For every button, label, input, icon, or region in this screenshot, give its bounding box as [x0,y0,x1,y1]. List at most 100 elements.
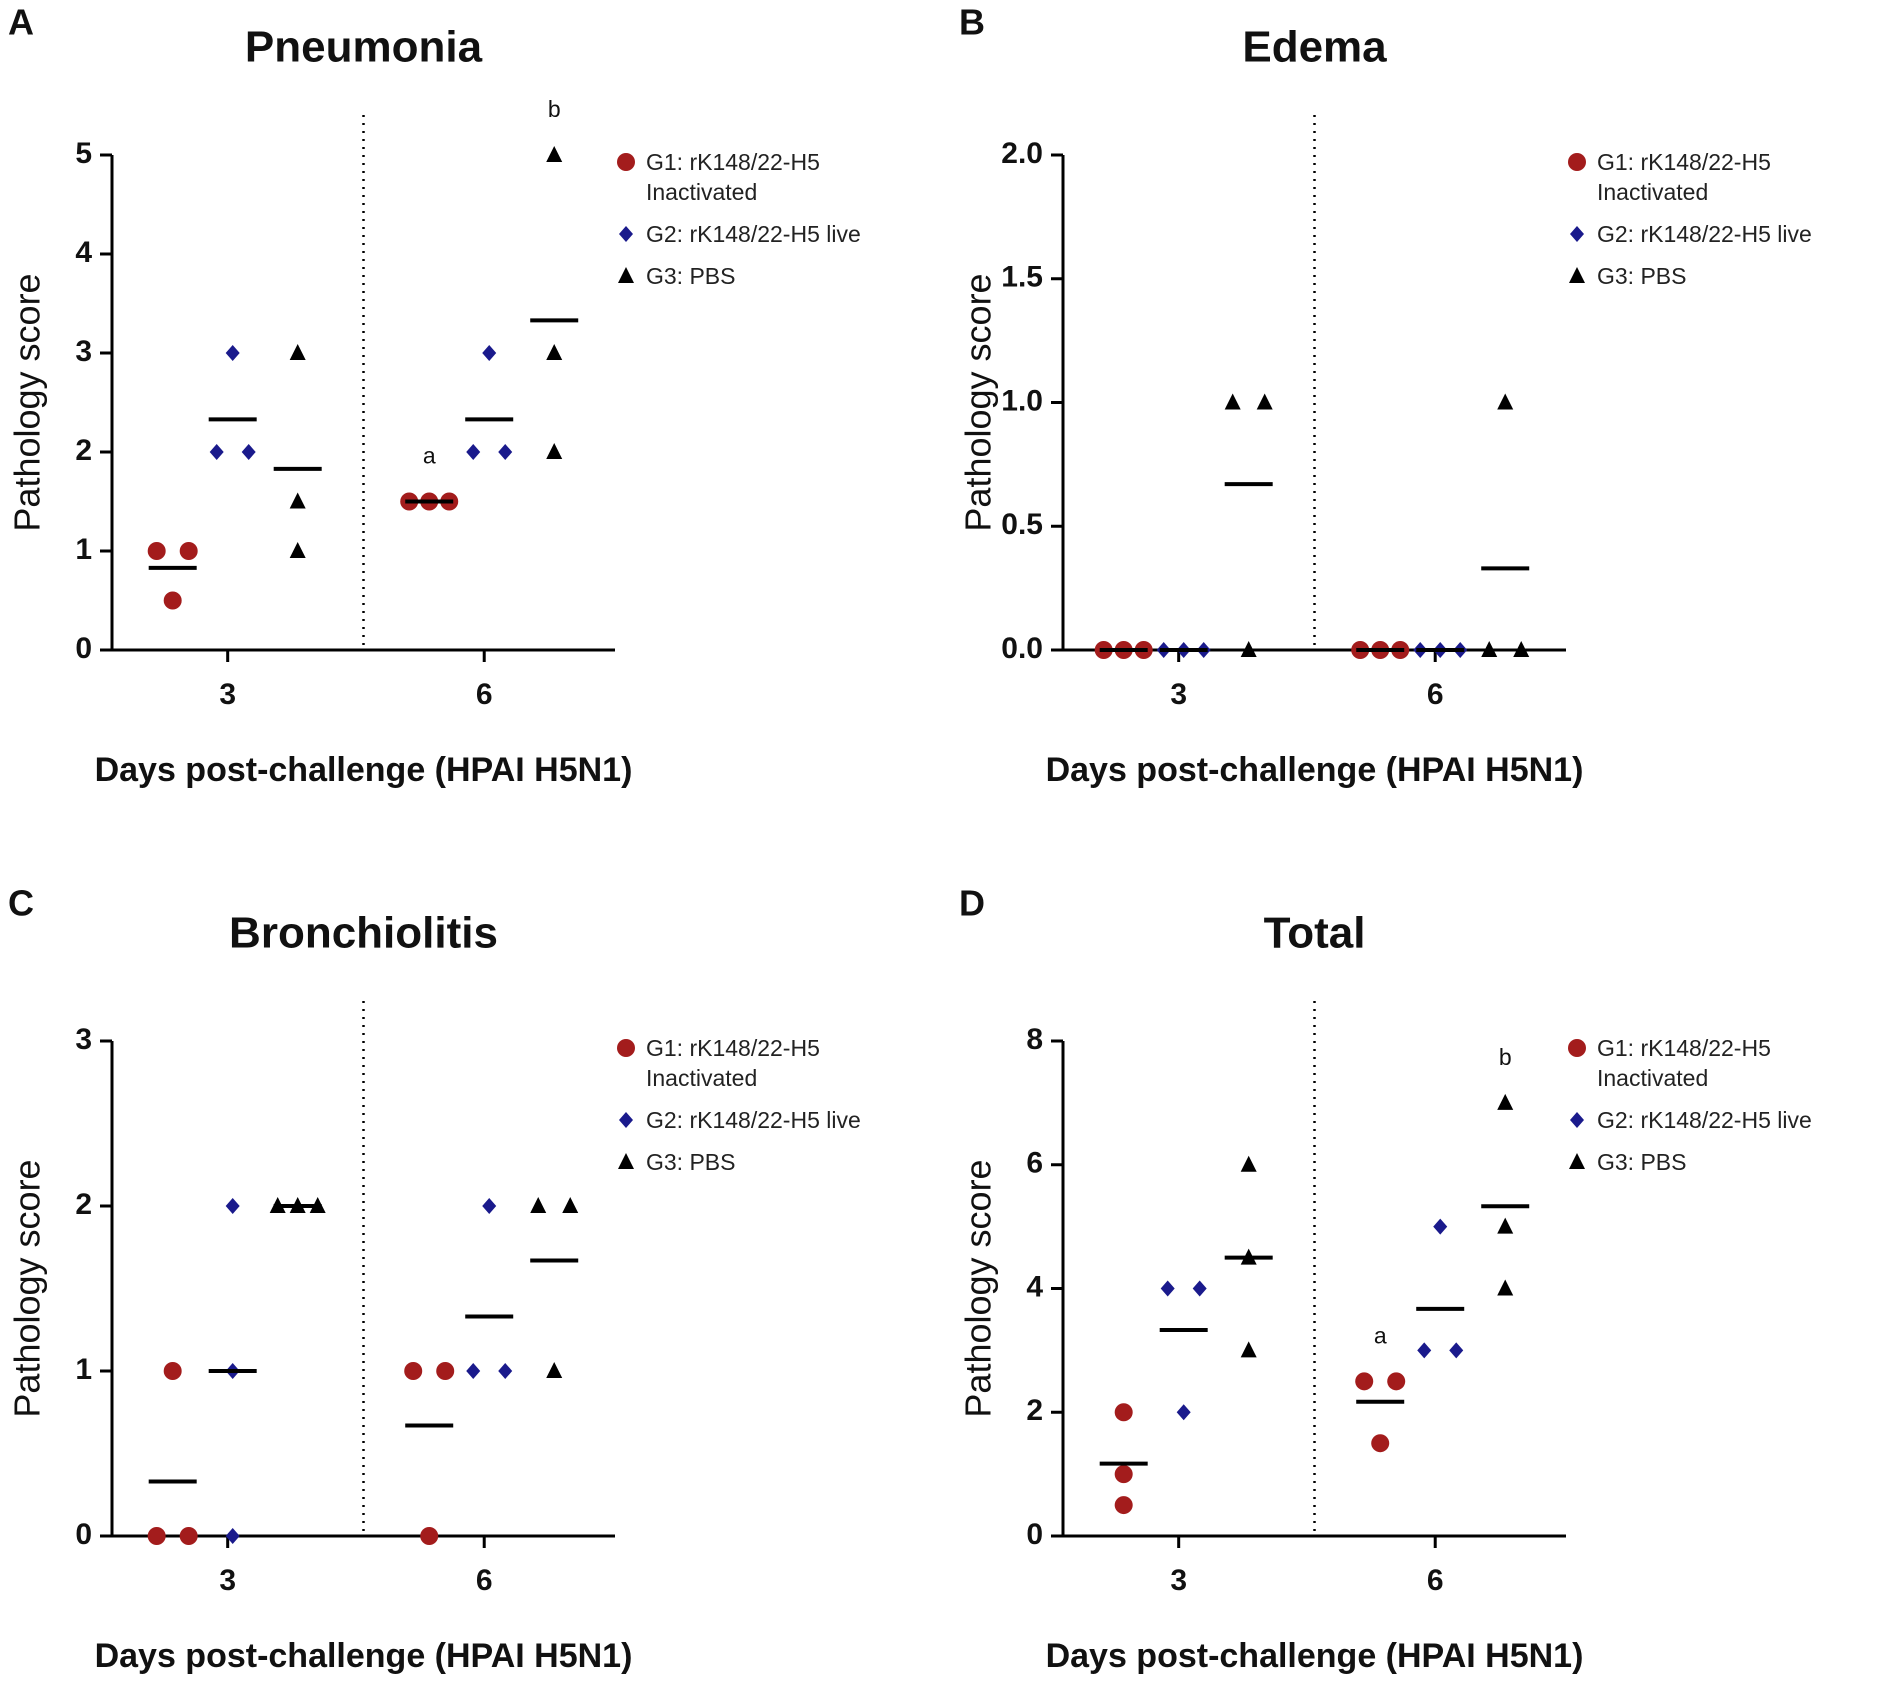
point [436,1362,455,1380]
legend-item: G2: rK148/22-H5 live [612,219,912,249]
annotation: b [548,96,561,122]
y-tick-label: 0 [75,1518,92,1551]
legend-item: G3: PBS [612,1147,912,1177]
legend-label: G1: rK148/22-H5 Inactivated [1597,1035,1771,1091]
legend-marker [617,153,635,171]
point [617,1039,635,1057]
point [1256,393,1273,410]
panel-label: A [8,2,34,43]
legend-item: G1: rK148/22-H5 Inactivated [1563,1033,1863,1093]
point [1224,393,1241,410]
point [289,344,306,360]
legend-label: G3: PBS [1597,1149,1687,1175]
point [618,267,634,283]
legend-item: G2: rK148/22-H5 live [1563,1105,1863,1135]
y-tick-label: 0.5 [1001,508,1043,541]
x-tick-label: 3 [219,678,236,711]
point [420,1527,439,1545]
y-tick-label: 0 [75,632,92,665]
point [1240,1155,1257,1172]
point [1433,1218,1448,1235]
point [147,1527,166,1545]
point [147,542,166,560]
legend-marker [619,1112,633,1128]
point [617,153,635,171]
y-axis-label: Pathology score [958,1159,999,1417]
point [1417,1342,1432,1359]
legend-marker [1568,1039,1586,1057]
point [482,345,497,361]
y-tick-label: 2 [75,434,92,467]
point [1497,1279,1514,1296]
legend-label: G3: PBS [1597,263,1687,289]
point [241,444,256,460]
y-axis-label: Pathology score [7,273,48,531]
point [1497,1217,1514,1234]
point [1176,1404,1191,1421]
legend-item: G1: rK148/22-H5 Inactivated [1563,147,1863,207]
y-tick-label: 0.0 [1001,632,1043,665]
x-tick-label: 6 [476,1564,493,1597]
x-axis-label: Days post-challenge (HPAI H5N1) [95,1637,633,1675]
x-axis-label: Days post-challenge (HPAI H5N1) [1046,1637,1584,1675]
x-tick-label: 6 [476,678,493,711]
point [546,443,563,459]
legend-marker [1570,1112,1584,1128]
y-tick-label: 2 [75,1188,92,1221]
point [1114,1403,1133,1422]
panel-label: D [959,883,985,924]
point [1355,1372,1374,1391]
point [179,1527,198,1545]
point [1240,1341,1257,1358]
point [546,344,563,360]
point [530,1197,547,1213]
point [1160,1280,1175,1297]
y-tick-label: 5 [75,137,92,170]
legend-label: G1: rK148/22-H5 Inactivated [646,1035,820,1091]
y-tick-label: 0 [1026,1518,1043,1551]
point [1513,641,1530,657]
point [1569,1153,1585,1169]
point [1568,1039,1586,1057]
legend-marker [1570,226,1584,242]
legend-item: G3: PBS [1563,1147,1863,1177]
chart-title: Total [1264,909,1366,958]
legend: G1: rK148/22-H5 Inactivated G2: rK148/22-… [1563,147,1863,303]
y-tick-label: 1 [75,533,92,566]
point [1481,641,1498,657]
point [466,444,481,460]
legend-label: G2: rK148/22-H5 live [646,1107,861,1133]
point [546,146,563,162]
legend-marker [618,267,634,283]
y-tick-label: 1.5 [1001,261,1043,294]
point [1569,267,1585,283]
point [163,1362,182,1380]
y-tick-label: 2 [1026,1394,1043,1427]
legend-label: G1: rK148/22-H5 Inactivated [646,149,820,205]
y-axis-label: Pathology score [7,1159,48,1417]
point [1570,1112,1584,1128]
point [209,444,224,460]
legend-label: G3: PBS [646,263,736,289]
chart-title: Pneumonia [245,23,483,72]
point [163,591,182,610]
point [289,542,306,558]
legend-marker [1569,267,1585,283]
point [1371,1434,1390,1453]
panel-label: B [959,2,985,43]
legend-marker [617,1039,635,1057]
point [619,1112,633,1128]
point [1387,1372,1406,1391]
x-tick-label: 3 [1170,1564,1187,1597]
point [1449,1342,1464,1359]
point [1568,153,1586,171]
legend-marker [618,1153,634,1169]
y-tick-label: 4 [75,236,92,269]
legend-label: G1: rK148/22-H5 Inactivated [1597,149,1771,205]
point [1114,1465,1133,1484]
point [482,1198,497,1214]
x-tick-label: 3 [219,1564,236,1597]
y-tick-label: 1.0 [1001,384,1043,417]
legend-label: G2: rK148/22-H5 live [1597,1107,1812,1133]
